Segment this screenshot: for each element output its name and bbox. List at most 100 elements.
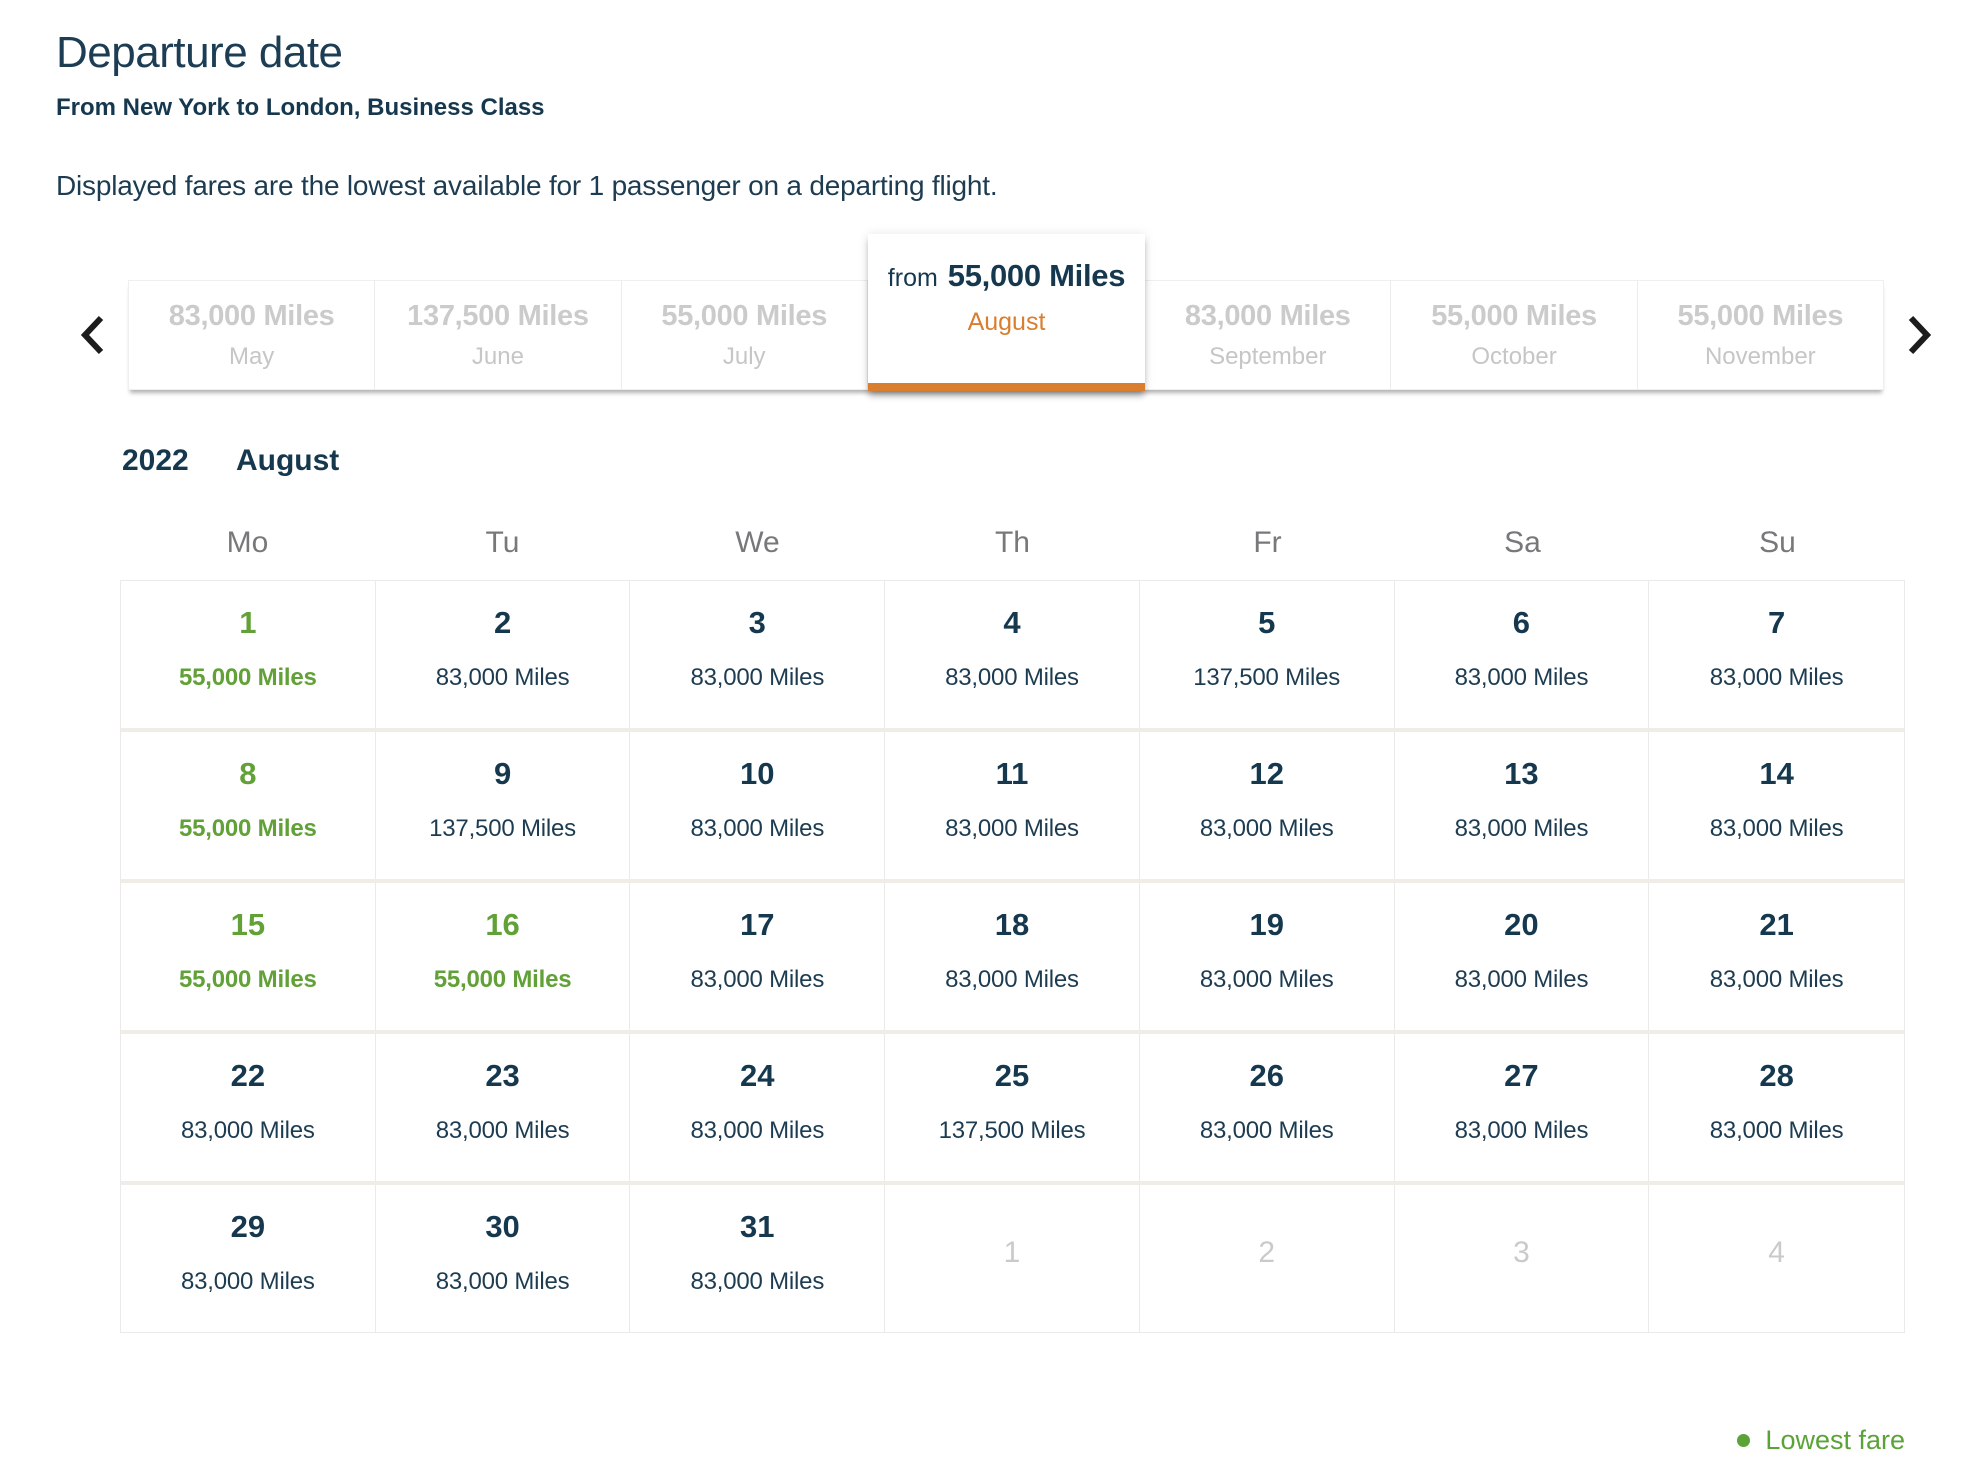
day-number: 6	[1512, 605, 1531, 640]
month-tab[interactable]: 55,000 Miles October	[1391, 281, 1638, 389]
day-number: 2	[493, 605, 512, 640]
day-fare: 83,000 Miles	[690, 1268, 825, 1295]
calendar-week-row: 8 55,000 Miles 9 137,500 Miles 10 83,000 Mile…	[121, 732, 1904, 879]
day-number: 5	[1258, 605, 1276, 640]
calendar-day-cell[interactable]: 13 83,000 Miles	[1394, 732, 1650, 879]
day-number: 7	[1768, 605, 1786, 640]
day-fare: 83,000 Miles	[1454, 966, 1589, 993]
day-fare: 83,000 Miles	[690, 815, 825, 842]
day-number: 19	[1249, 907, 1284, 942]
next-month-button[interactable]	[1884, 280, 1956, 390]
calendar-day-cell[interactable]: 19 83,000 Miles	[1139, 883, 1395, 1030]
day-fare: 83,000 Miles	[435, 664, 570, 691]
calendar-day-cell[interactable]: 24 83,000 Miles	[630, 1034, 886, 1181]
month-tab[interactable]: 55,000 Miles November	[1637, 281, 1883, 389]
day-fare: 83,000 Miles	[435, 1117, 570, 1144]
calendar-week-row: 29 83,000 Miles 30 83,000 Miles 31 83,000 Mil…	[121, 1185, 1904, 1332]
calendar-day-cell[interactable]: 17 83,000 Miles	[630, 883, 886, 1030]
day-fare: 83,000 Miles	[690, 664, 825, 691]
calendar-day-cell-next-month: 2	[1139, 1185, 1395, 1332]
day-number: 9	[493, 756, 512, 791]
calendar-day-cell[interactable]: 12 83,000 Miles	[1139, 732, 1395, 879]
day-fare: 83,000 Miles	[1709, 966, 1844, 993]
calendar-day-cell[interactable]: 22 83,000 Miles	[121, 1034, 376, 1181]
calendar-day-cell[interactable]: 2 83,000 Miles	[375, 581, 631, 728]
calendar-day-cell[interactable]: 23 83,000 Miles	[375, 1034, 631, 1181]
day-number: 3	[748, 605, 766, 640]
day-number: 16	[485, 907, 520, 942]
month-tab[interactable]: 137,500 Miles June	[375, 281, 622, 389]
previous-month-button[interactable]	[56, 280, 128, 390]
month-tab-label: August	[967, 307, 1046, 336]
from-label: from	[887, 264, 938, 292]
calendar: Mo Tu We Th Fr Sa Su 1 55,000 Miles 2 83,000 Mile…	[120, 526, 1905, 1333]
calendar-day-cell[interactable]: 27 83,000 Miles	[1394, 1034, 1650, 1181]
calendar-day-cell[interactable]: 14 83,000 Miles	[1649, 732, 1904, 879]
day-fare: 83,000 Miles	[1199, 966, 1334, 993]
calendar-day-cell[interactable]: 20 83,000 Miles	[1394, 883, 1650, 1030]
month-tab-miles: 83,000 Miles	[1184, 299, 1351, 332]
page-header: Departure date From New York to London, …	[0, 28, 1966, 202]
calendar-day-cell[interactable]: 1 55,000 Miles	[121, 581, 376, 728]
calendar-day-cell[interactable]: 31 83,000 Miles	[630, 1185, 886, 1332]
day-fare: 83,000 Miles	[1454, 815, 1589, 842]
calendar-day-cell[interactable]: 7 83,000 Miles	[1649, 581, 1904, 728]
calendar-day-cell[interactable]: 28 83,000 Miles	[1649, 1034, 1904, 1181]
calendar-day-cell[interactable]: 8 55,000 Miles	[121, 732, 376, 879]
day-number: 1	[239, 605, 257, 640]
day-number: 24	[740, 1058, 775, 1093]
calendar-day-cell[interactable]: 29 83,000 Miles	[121, 1185, 376, 1332]
month-tab[interactable]: 83,000 Miles May	[129, 281, 376, 389]
calendar-day-cell[interactable]: 10 83,000 Miles	[630, 732, 886, 879]
weekday-label: Mo	[226, 526, 269, 559]
month-tab-label: July	[722, 342, 766, 370]
day-number: 2	[1258, 1235, 1276, 1269]
month-tab-label: September	[1209, 342, 1327, 370]
calendar-day-cell-next-month: 4	[1649, 1185, 1904, 1332]
month-tab[interactable]: 55,000 Miles July	[621, 281, 868, 389]
day-fare: 83,000 Miles	[1709, 815, 1844, 842]
calendar-day-cell[interactable]: 9 137,500 Miles	[375, 732, 631, 879]
calendar-day-cell[interactable]: 4 83,000 Miles	[885, 581, 1140, 728]
day-fare: 83,000 Miles	[690, 966, 825, 993]
legend-label: Lowest fare	[1765, 1425, 1905, 1455]
chevron-left-icon	[79, 314, 105, 356]
day-fare: 83,000 Miles	[181, 1268, 315, 1295]
day-number: 28	[1759, 1058, 1794, 1093]
day-fare: 83,000 Miles	[945, 966, 1079, 993]
day-number: 26	[1249, 1058, 1284, 1093]
calendar-day-cell[interactable]: 30 83,000 Miles	[375, 1185, 631, 1332]
calendar-day-cell[interactable]: 21 83,000 Miles	[1649, 883, 1904, 1030]
day-number: 23	[485, 1058, 520, 1093]
calendar-week-row: 1 55,000 Miles 2 83,000 Miles 3 83,000 Miles 4…	[121, 581, 1904, 728]
day-number: 20	[1504, 907, 1539, 942]
weekday-label: Su	[1759, 526, 1796, 559]
day-number: 4	[1768, 1235, 1785, 1269]
calendar-year: 2022	[122, 444, 189, 477]
calendar-day-cell[interactable]: 25 137,500 Miles	[885, 1034, 1140, 1181]
calendar-day-cell[interactable]: 16 55,000 Miles	[375, 883, 631, 1030]
day-fare: 55,000 Miles	[433, 966, 572, 993]
day-number: 31	[740, 1209, 775, 1244]
day-number: 14	[1759, 756, 1794, 791]
day-fare: 83,000 Miles	[1454, 1117, 1589, 1144]
calendar-day-cell[interactable]: 11 83,000 Miles	[885, 732, 1140, 879]
calendar-day-cell[interactable]: 15 55,000 Miles	[121, 883, 376, 1030]
chevron-right-icon	[1907, 314, 1933, 356]
month-tab[interactable]: 83,000 Miles September	[1145, 281, 1392, 389]
weekday-label: Tu	[485, 526, 520, 559]
day-fare: 55,000 Miles	[179, 966, 317, 993]
month-tab-miles: 55,000 Miles	[1431, 299, 1597, 332]
day-fare: 83,000 Miles	[1199, 815, 1334, 842]
day-number: 30	[485, 1209, 520, 1244]
calendar-day-cell-next-month: 1	[885, 1185, 1140, 1332]
day-number: 1	[1003, 1235, 1021, 1269]
weekday-label: Th	[994, 526, 1030, 559]
month-tab-selected[interactable]: from 55,000 Miles August	[867, 234, 1146, 391]
calendar-day-cell[interactable]: 26 83,000 Miles	[1139, 1034, 1395, 1181]
calendar-day-cell[interactable]: 3 83,000 Miles	[630, 581, 886, 728]
calendar-day-cell[interactable]: 6 83,000 Miles	[1394, 581, 1650, 728]
calendar-day-cell[interactable]: 5 137,500 Miles	[1139, 581, 1395, 728]
calendar-day-cell[interactable]: 18 83,000 Miles	[885, 883, 1140, 1030]
